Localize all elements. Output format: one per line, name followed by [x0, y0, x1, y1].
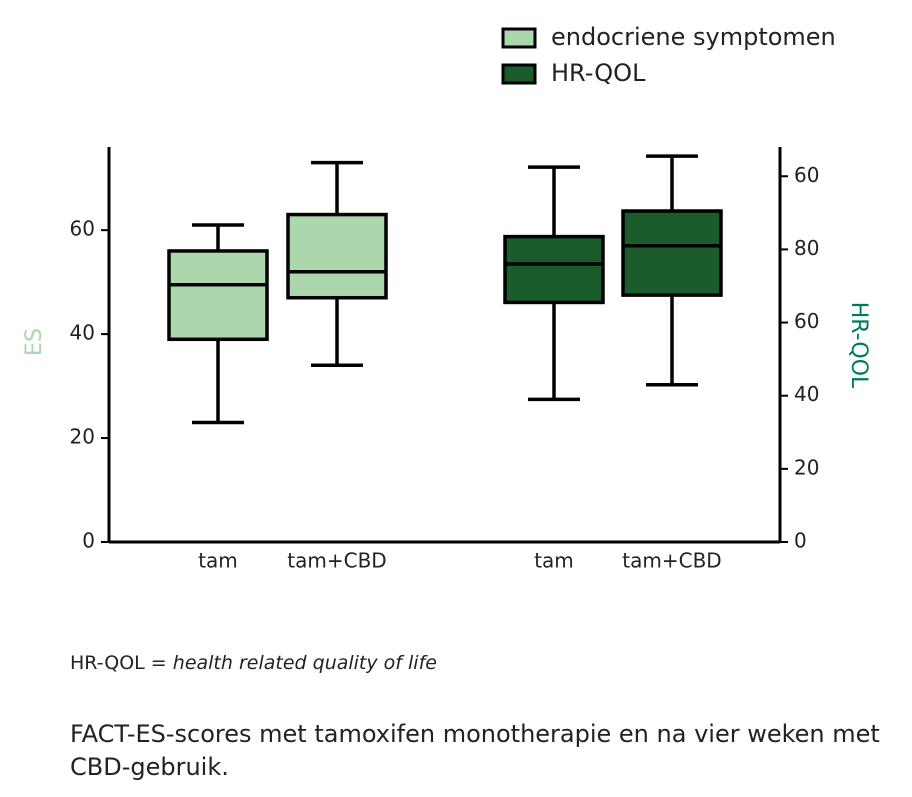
- legend-label: HR-QOL: [551, 59, 646, 87]
- box: [621, 209, 723, 297]
- y2-tick-label: 60: [794, 309, 819, 333]
- y-tick-label: 60: [70, 217, 95, 241]
- y2-tick-label: 40: [794, 382, 819, 406]
- y2-tick-label: 0: [794, 529, 807, 553]
- x-tick-label: tam: [198, 549, 238, 573]
- footnote: HR-QOL = health related quality of life: [70, 652, 437, 674]
- box: [167, 249, 269, 342]
- footnote-term: HR-QOL =: [70, 652, 167, 674]
- caption: FACT-ES-scores met tamoxifen monotherapi…: [70, 720, 880, 781]
- y-axis-label: ES: [22, 328, 47, 356]
- y2-tick-label: 60: [794, 163, 819, 187]
- y-tick-label: 0: [82, 529, 95, 553]
- legend-swatch: [501, 63, 537, 85]
- x-tick-label: tam+CBD: [622, 549, 721, 573]
- y2-tick-label: 20: [794, 455, 819, 479]
- y-tick-label: 20: [70, 425, 95, 449]
- y2-tick-label: 80: [794, 236, 819, 260]
- footnote-text: health related quality of life: [172, 652, 437, 674]
- y-tick-label: 40: [70, 321, 95, 345]
- legend-label: endocriene symptomen: [551, 23, 836, 51]
- box: [503, 234, 605, 305]
- y2-axis-label: HR-QOL: [846, 302, 871, 389]
- x-tick-label: tam: [534, 549, 574, 573]
- legend-swatch: [501, 27, 537, 49]
- chart: 0 20 40 60 0 20 40 60 80 60 ES HR-QOL tam tam+CBD tam t…: [22, 23, 871, 573]
- x-tick-label: tam+CBD: [287, 549, 386, 573]
- box: [286, 212, 388, 300]
